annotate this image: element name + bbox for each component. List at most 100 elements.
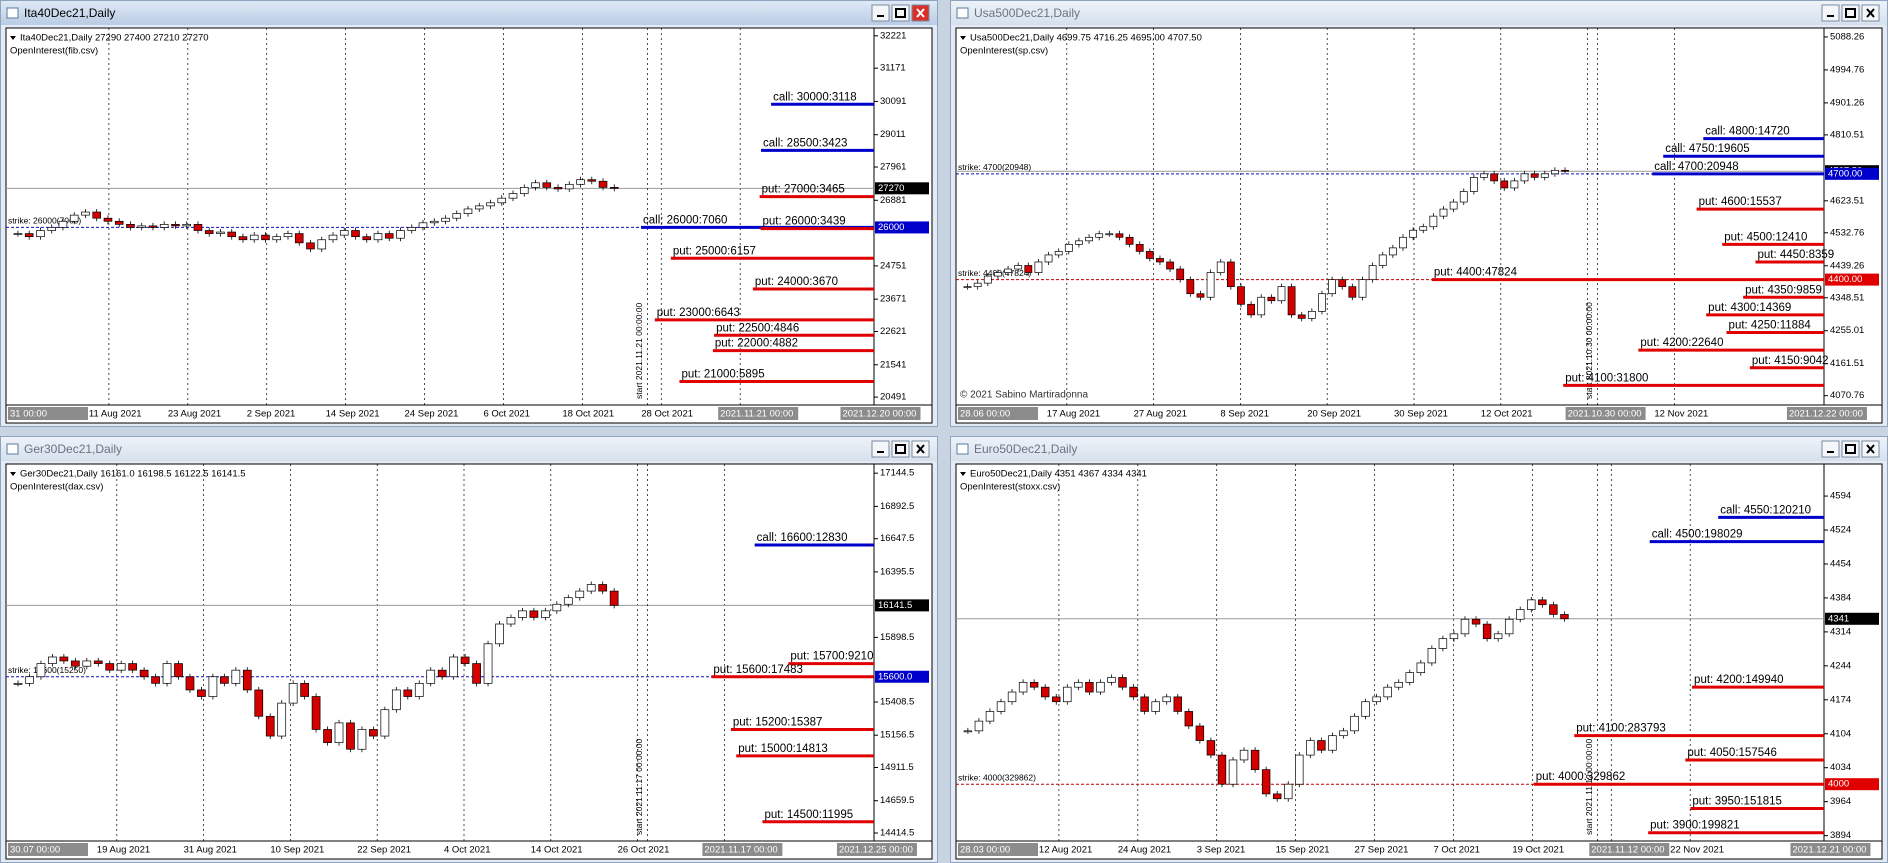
candle — [1550, 169, 1559, 175]
candle — [1520, 173, 1529, 182]
candle — [36, 230, 45, 238]
y-tick-label: 16395.5 — [880, 566, 914, 577]
candle — [171, 224, 180, 227]
start-label: start 2021.11.12 00:00:00 — [1584, 738, 1594, 835]
candle — [1195, 725, 1205, 741]
indicator-label: OpenInterest(dax.csv) — [10, 482, 103, 493]
y-tick-label: 4174 — [1830, 694, 1851, 705]
candle — [1482, 623, 1492, 640]
candle — [1438, 638, 1448, 649]
candle — [1085, 236, 1093, 242]
y-tick-label: 4439.26 — [1830, 260, 1864, 271]
candle — [357, 729, 367, 750]
candle — [1358, 279, 1367, 298]
oi-label: put: 4050:157546 — [1687, 747, 1777, 759]
candle — [1261, 769, 1271, 795]
candle — [1561, 169, 1569, 172]
window-title: Usa500Dec21,Daily — [974, 6, 1080, 20]
time-highlight — [1790, 843, 1871, 856]
candle — [1540, 173, 1549, 178]
strike-marker — [875, 221, 929, 234]
candle — [1125, 236, 1134, 245]
y-tick-label: 4244 — [1830, 660, 1851, 671]
candle — [1107, 677, 1116, 683]
candle — [1247, 303, 1255, 316]
max-button[interactable] — [891, 440, 910, 458]
candle — [1419, 226, 1428, 231]
candle — [1469, 177, 1478, 192]
oi-label: put: 4150:9042 — [1752, 355, 1829, 367]
y-tick-label: 15898.5 — [880, 632, 914, 643]
time-highlight — [8, 407, 88, 420]
oi-label: put: 22500:4846 — [716, 322, 799, 334]
candle — [1295, 754, 1304, 785]
candle — [59, 656, 69, 662]
candle — [231, 669, 241, 684]
candle — [1173, 696, 1182, 712]
strike-marker — [1825, 778, 1879, 791]
header-arrow — [10, 36, 16, 40]
candle — [81, 211, 90, 216]
candle — [185, 676, 195, 691]
candle — [1054, 251, 1063, 256]
candle — [1405, 672, 1414, 683]
x-tick-label: 24 Sep 2021 — [405, 409, 459, 420]
candle — [328, 234, 338, 241]
title-bar — [1, 1, 937, 25]
candle — [1272, 793, 1282, 800]
strike-marker-label: 26000 — [878, 222, 904, 233]
title-bar — [951, 1, 1887, 25]
start-label: start 2021.10.30 00:00:00 — [1584, 302, 1594, 399]
chart-header: Usa500Dec21,Daily 4699.75 4716.25 4695.0… — [970, 33, 1202, 44]
candle — [317, 239, 327, 250]
candle — [1277, 286, 1286, 302]
candle — [1549, 604, 1558, 615]
oi-label: put: 4000:329862 — [1536, 771, 1626, 783]
max-button[interactable] — [1841, 440, 1860, 458]
x-tick-label: 18 Oct 2021 — [562, 409, 614, 420]
candle — [1459, 191, 1468, 203]
candle — [139, 669, 149, 678]
candle — [414, 682, 424, 697]
y-tick-label: 4901.26 — [1830, 97, 1864, 108]
min-glyph — [877, 15, 884, 17]
candle — [486, 202, 495, 207]
x-tick-label: 12 Oct 2021 — [1481, 409, 1533, 420]
candle — [1075, 240, 1083, 245]
x-tick-label: 2021.11.21 00:00 — [720, 409, 793, 420]
y-tick-label: 4454 — [1830, 558, 1851, 569]
candle — [1064, 244, 1073, 252]
candle — [1388, 247, 1397, 256]
candle — [1372, 696, 1381, 703]
candle — [1074, 681, 1083, 688]
candle — [1118, 677, 1127, 688]
window-icon — [6, 443, 19, 455]
min-button[interactable] — [1821, 4, 1840, 22]
min-button[interactable] — [871, 440, 890, 458]
strike-marker — [1825, 273, 1879, 286]
min-button[interactable] — [871, 4, 890, 22]
copyright: © 2021 Sabino Martiradonna — [960, 390, 1088, 401]
max-button[interactable] — [1841, 4, 1860, 22]
candle — [552, 603, 562, 612]
x-tick-label: 28.06 00:00 — [960, 409, 1010, 420]
candle — [1063, 686, 1072, 703]
indicator-label: OpenInterest(sp.csv) — [960, 46, 1048, 57]
x-tick-label: 4 Oct 2021 — [444, 845, 490, 856]
y-tick-label: 4034 — [1830, 762, 1851, 773]
min-button[interactable] — [1821, 440, 1840, 458]
close-glyph — [1866, 8, 1875, 18]
max-button[interactable] — [891, 4, 910, 22]
x-tick-label: 12 Nov 2021 — [1654, 409, 1708, 420]
oi-label: put: 4400:47824 — [1434, 267, 1518, 279]
max-glyph — [1845, 8, 1856, 18]
time-highlight — [1589, 843, 1670, 856]
oi-label: call: 4800:14720 — [1705, 126, 1789, 138]
candle — [1257, 296, 1266, 316]
candle — [542, 182, 552, 188]
candle — [429, 220, 439, 224]
candle — [1184, 711, 1194, 727]
y-tick-label: 4994.76 — [1830, 64, 1864, 75]
candle — [396, 230, 405, 239]
candle — [1490, 173, 1499, 182]
